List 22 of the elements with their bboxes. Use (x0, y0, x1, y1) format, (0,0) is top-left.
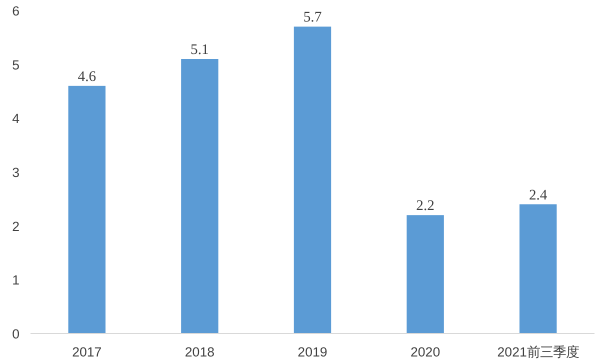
data-label: 4.6 (78, 68, 96, 85)
x-tick-label: 2020 (410, 344, 440, 360)
y-tick-label: 3 (12, 165, 20, 180)
bar (68, 86, 106, 334)
data-label: 5.1 (190, 42, 209, 58)
y-tick-label: 1 (12, 272, 20, 288)
data-label: 5.7 (303, 10, 322, 26)
y-tick-label: 6 (12, 4, 20, 18)
bar (406, 215, 444, 334)
bar (294, 26, 332, 334)
data-label: 2.4 (528, 187, 548, 204)
data-label: 2.2 (416, 198, 434, 214)
y-tick-label: 0 (12, 326, 20, 342)
x-tick-label: 2018 (184, 344, 215, 360)
x-tick-label: 2017 (72, 344, 102, 360)
y-tick-label: 4 (12, 111, 20, 126)
x-tick-label: 2019 (298, 344, 328, 360)
y-tick-label: 2 (12, 218, 20, 234)
bar (181, 58, 218, 334)
x-tick-label: 2021前三季度 (497, 344, 579, 360)
y-tick-label: 5 (12, 57, 20, 72)
bar (519, 204, 557, 334)
